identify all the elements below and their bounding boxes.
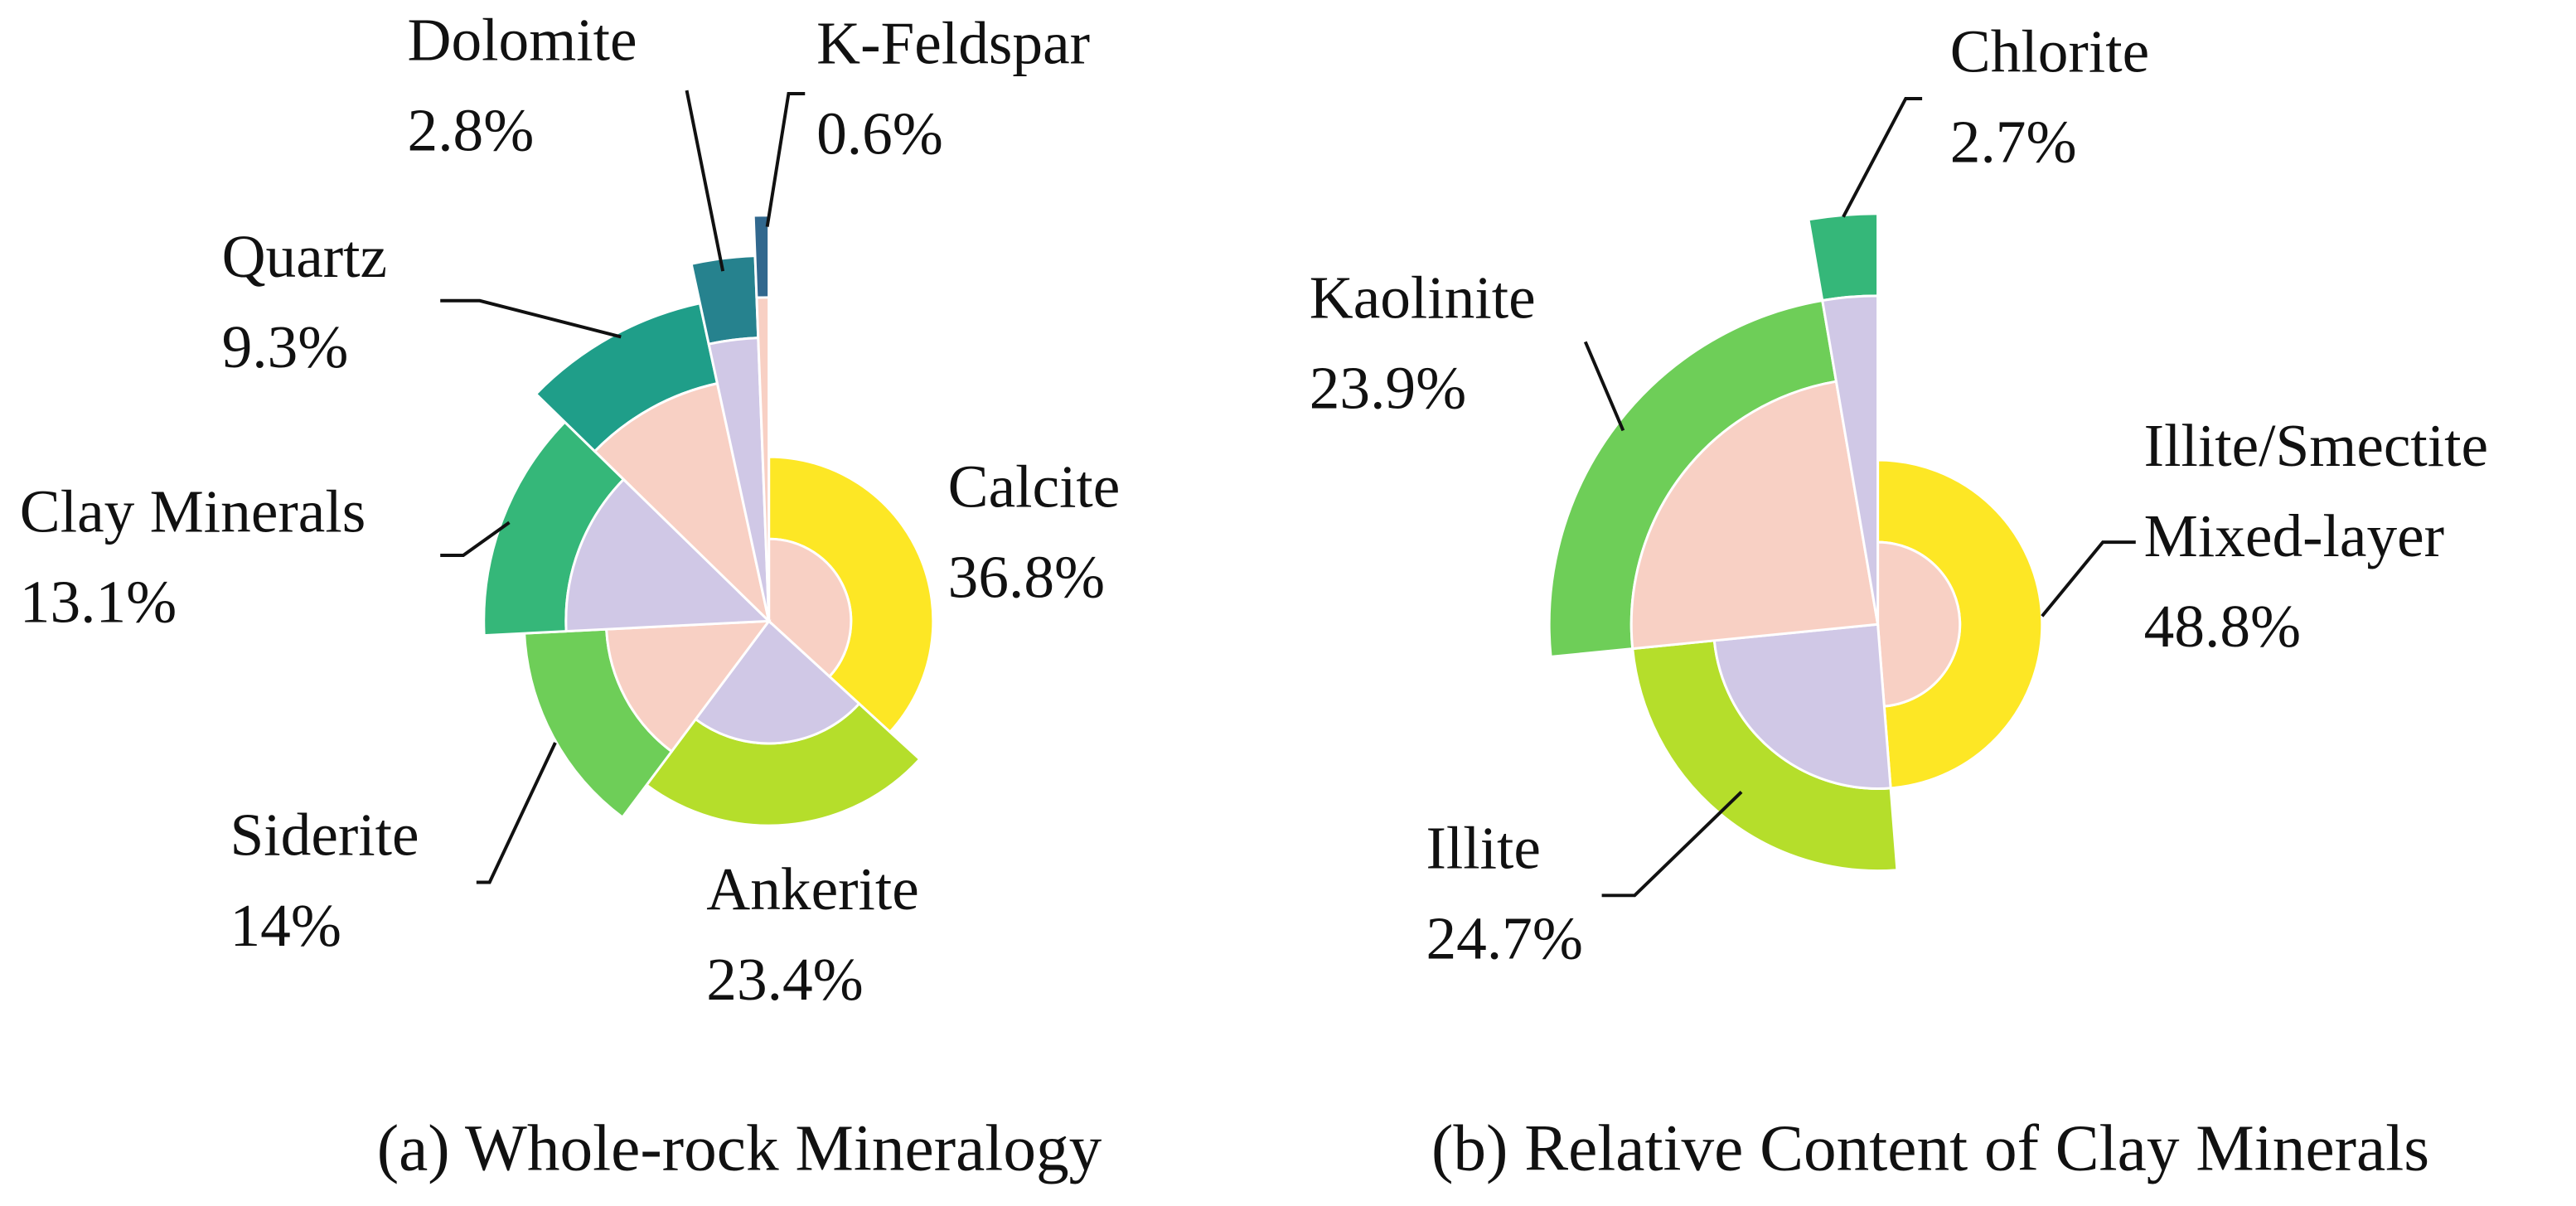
value-label: 2.7% bbox=[1950, 108, 2077, 175]
outer-segment bbox=[752, 214, 771, 299]
category-label: Illite/Smectite Mixed-layer bbox=[2144, 412, 2488, 569]
inner-sector bbox=[755, 296, 771, 622]
outer-segment bbox=[1807, 212, 1880, 303]
category-label: Calcite bbox=[948, 453, 1121, 521]
inner-sector bbox=[1712, 622, 1892, 790]
category-label: Dolomite bbox=[408, 6, 637, 73]
inner-sector bbox=[593, 381, 772, 625]
leader-line bbox=[765, 92, 806, 227]
leader-line bbox=[476, 742, 557, 884]
category-label: Clay Minerals bbox=[20, 477, 366, 545]
value-label: 14% bbox=[230, 892, 341, 959]
leader-line bbox=[1601, 791, 1743, 898]
category-label: K-Feldspar bbox=[816, 9, 1090, 76]
leader-line bbox=[440, 298, 622, 339]
leader-line bbox=[1842, 97, 1923, 218]
value-label: 9.3% bbox=[222, 313, 349, 380]
value-label: 36.8% bbox=[948, 544, 1105, 611]
value-label: 23.4% bbox=[706, 946, 863, 1013]
leader-line bbox=[685, 90, 725, 272]
value-label: 13.1% bbox=[20, 568, 177, 635]
value-label: 23.9% bbox=[1310, 355, 1466, 422]
category-label: Quartz bbox=[222, 223, 388, 290]
inner-sector bbox=[694, 619, 861, 745]
inner-sector bbox=[1821, 294, 1880, 625]
inner-sector bbox=[1876, 540, 1962, 708]
value-label: 0.6% bbox=[816, 99, 943, 167]
leader-line bbox=[1583, 341, 1625, 432]
inner-sector bbox=[767, 537, 853, 679]
inner-sector bbox=[564, 477, 772, 633]
value-label: 48.8% bbox=[2144, 593, 2301, 660]
category-label: Siderite bbox=[230, 802, 419, 869]
category-label: Kaolinite bbox=[1310, 264, 1536, 332]
category-label: Ankerite bbox=[706, 855, 919, 923]
inner-sector bbox=[1629, 380, 1880, 651]
chart-title: (a) Whole-rock Mineralogy bbox=[377, 1112, 1102, 1185]
leader-line bbox=[440, 521, 511, 557]
value-label: 2.8% bbox=[408, 96, 535, 163]
chart-title: (b) Relative Content of Clay Minerals bbox=[1431, 1112, 2429, 1185]
category-label: Illite bbox=[1426, 815, 1541, 882]
inner-sector bbox=[605, 619, 772, 753]
category-label: Chlorite bbox=[1950, 17, 2149, 85]
leader-line bbox=[2041, 540, 2136, 618]
value-label: 24.7% bbox=[1426, 905, 1583, 972]
